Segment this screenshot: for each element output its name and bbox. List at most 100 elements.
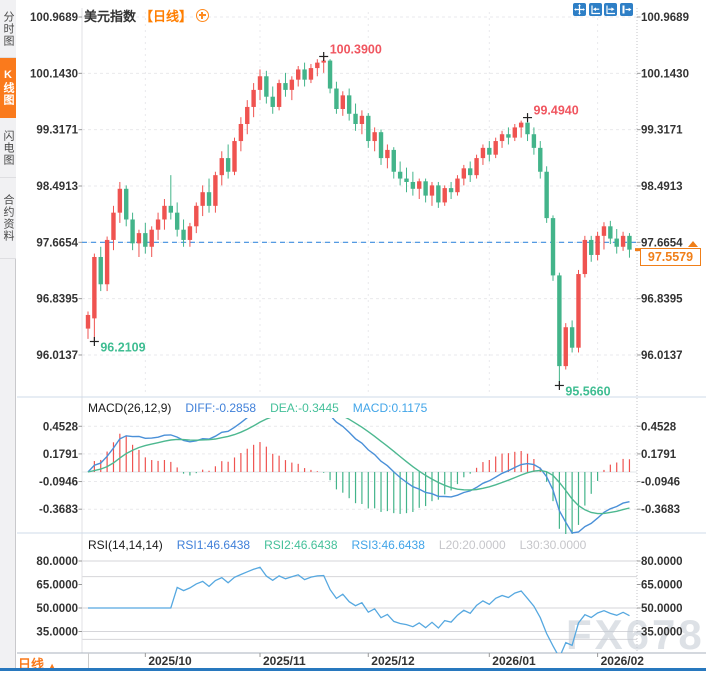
axis-label: 80.0000: [641, 556, 683, 568]
macd-macd-value: MACD:0.1175: [352, 401, 428, 415]
candle: [538, 147, 543, 172]
axis-label: -0.3683: [39, 504, 78, 516]
pan-forward-icon[interactable]: [619, 3, 633, 16]
candle: [219, 158, 224, 176]
candle: [143, 233, 148, 247]
candle: [98, 256, 103, 285]
axis-label: 96.8395: [36, 294, 78, 306]
candle: [627, 235, 632, 250]
sidebar-item-lightning-chart[interactable]: 闪电图: [0, 118, 16, 178]
candle: [531, 134, 537, 148]
candle: [608, 226, 613, 239]
candle: [276, 83, 282, 107]
price-annotation: 96.2109: [100, 340, 145, 354]
rsi3-value: RSI3:46.6438: [351, 538, 425, 552]
candle: [359, 115, 365, 124]
macd-dea-value: DEA:-0.3445: [270, 401, 339, 415]
candle: [442, 188, 447, 203]
axis-label: 96.0137: [36, 350, 78, 362]
candle: [569, 327, 575, 348]
candle: [162, 205, 167, 220]
candle: [506, 134, 511, 138]
candle: [200, 192, 205, 206]
axis-label: 100.9689: [641, 12, 689, 24]
zoom-axis-left-icon[interactable]: [588, 3, 602, 16]
panel-lines: [17, 8, 706, 657]
crosshair-icon[interactable]: [573, 3, 586, 16]
axis-label: 100.1430: [30, 68, 78, 80]
period-tag: 【日线】: [140, 9, 193, 24]
candle: [385, 149, 390, 159]
axis-label: -0.0946: [39, 477, 78, 489]
candle: [327, 60, 333, 89]
chart-header: 美元指数 【日线】: [84, 6, 210, 25]
macd-panel: [87, 418, 631, 534]
axis-label: 65.0000: [36, 580, 78, 592]
candle: [270, 96, 275, 107]
candles-layer: [85, 56, 632, 386]
candle: [245, 106, 250, 124]
axis-label: 96.8395: [641, 294, 683, 306]
date-label: 2025/11: [263, 654, 306, 668]
bottom-scrollbar[interactable]: [0, 668, 706, 671]
candle: [563, 327, 568, 367]
candle: [302, 69, 307, 80]
candle: [353, 113, 358, 124]
candle: [423, 181, 428, 196]
candle: [346, 95, 352, 114]
candle: [372, 132, 377, 142]
candle: [111, 212, 116, 240]
date-label: 2025/10: [148, 654, 192, 668]
axis-label: 98.4913: [36, 181, 78, 193]
rsi-l30-value: L30:30.0000: [519, 538, 587, 552]
current-price-badge: 97.5579: [640, 248, 701, 266]
candle: [410, 181, 416, 189]
candle: [130, 219, 135, 244]
axis-label: -0.0946: [641, 477, 680, 489]
candle: [238, 123, 244, 142]
candle: [589, 239, 594, 255]
candle: [124, 188, 129, 220]
candle: [525, 122, 530, 135]
candle: [550, 218, 556, 276]
rsi1-value: RSI1:46.6438: [176, 538, 251, 552]
candle: [576, 274, 581, 348]
sidebar-item-time-chart[interactable]: 分时图: [0, 0, 16, 58]
add-indicator-icon[interactable]: [196, 9, 210, 22]
price-annotation: 99.4940: [534, 104, 579, 118]
axis-label: 97.6654: [36, 237, 78, 249]
chevron-up-icon: ▲: [47, 661, 57, 671]
candle: [232, 141, 237, 172]
date-label: 2026/01: [492, 654, 536, 668]
axis-label: 50.0000: [641, 603, 683, 615]
price-annotation: 95.5660: [565, 384, 610, 398]
candle: [206, 192, 212, 206]
watermark: FX678: [566, 611, 705, 658]
candle: [85, 314, 91, 329]
zoom-axis-right-icon[interactable]: [604, 3, 617, 16]
candle: [378, 132, 384, 159]
macd-diff-value: DIFF:-0.2858: [185, 401, 257, 415]
candle: [487, 147, 492, 155]
candle: [187, 226, 193, 240]
date-label: 2026/02: [601, 654, 645, 668]
candle: [257, 76, 263, 90]
candle: [474, 158, 479, 176]
candle: [493, 141, 498, 155]
candle: [308, 68, 314, 80]
symbol-title: 美元指数: [84, 9, 137, 24]
sidebar-item-candlestick-chart[interactable]: K线图: [0, 58, 16, 118]
sidebar-item-contract-info[interactable]: 合约资料: [0, 178, 16, 259]
candle: [225, 158, 231, 172]
rsi-title: RSI(14,14,14): [88, 538, 163, 552]
candle: [499, 134, 505, 142]
candle: [417, 181, 422, 189]
candle: [251, 89, 256, 107]
rsi-l20-value: L20:20.0000: [438, 538, 506, 552]
candle: [155, 219, 161, 230]
candle: [136, 233, 142, 244]
candle: [436, 185, 441, 203]
axis-label: 99.3171: [36, 125, 78, 137]
candle: [391, 149, 396, 172]
